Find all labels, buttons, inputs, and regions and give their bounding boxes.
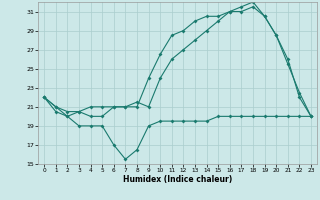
X-axis label: Humidex (Indice chaleur): Humidex (Indice chaleur) xyxy=(123,175,232,184)
